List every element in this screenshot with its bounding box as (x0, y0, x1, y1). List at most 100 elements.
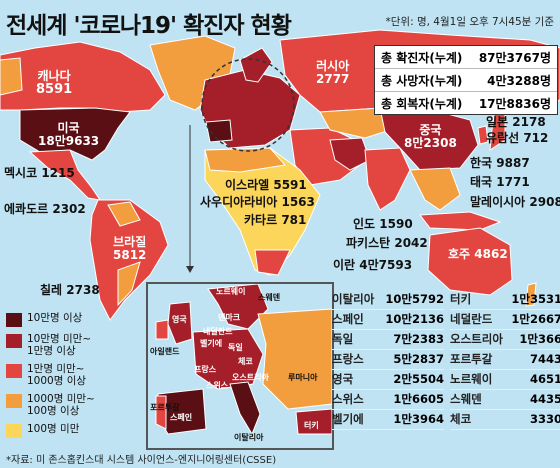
country-value: 8591 (36, 82, 73, 97)
europe-pointer-arrow (186, 266, 194, 273)
inset-label: 영국 (172, 315, 187, 324)
table-value: 1만6605 (393, 392, 444, 406)
legend-swatch (6, 394, 22, 408)
legend-label: 10만명 미만~ 1만명 이상 (27, 333, 92, 357)
europe-inset-svg (155, 284, 332, 436)
canada-shape (0, 41, 166, 113)
inset-label: 루마니아 (288, 373, 318, 382)
country-name: 말레이시아 (470, 195, 526, 209)
legend-swatch (6, 364, 22, 378)
label-pakistan: 파키스탄 2042 (346, 237, 428, 250)
country-value: 2738 (66, 283, 100, 297)
label-israel: 이스라엘 5591 (225, 179, 307, 192)
table-country: 포르투갈 (450, 352, 493, 366)
table-row: 스페인 10만2136 (332, 310, 444, 330)
legend-item: 1만명 미만~ 1000명 이상 (6, 363, 141, 387)
country-value: 4862 (474, 247, 508, 261)
table-row: 독일 7만2383 (332, 330, 444, 350)
inset-label: 독일 (228, 343, 243, 352)
iran-shape (329, 137, 371, 171)
country-name: 에콰도르 (4, 202, 49, 216)
country-value: 2178 (512, 115, 546, 129)
table-row: 포르투갈 7443 (450, 350, 560, 370)
inset-label: 오스트리아 (232, 373, 269, 382)
legend-label: 1만명 미만~ 1000명 이상 (27, 363, 87, 387)
table-col-right: 터키 1만3531 네덜란드 1만2667 오스트리아 1만366 포르투갈 7443 … (450, 290, 560, 430)
table-row: 영국 2만5504 (332, 370, 444, 390)
label-brazil: 브라질 5812 (113, 236, 146, 262)
table-row: 오스트리아 1만366 (450, 330, 560, 350)
label-ecuador: 에콰도르 2302 (4, 203, 86, 216)
table-country: 이탈리아 (332, 292, 375, 306)
inset-label: 스페인 (170, 413, 193, 422)
country-value: 2777 (316, 72, 350, 86)
australia-shape (427, 227, 513, 296)
label-usa: 미국 18만9633 (38, 122, 99, 148)
label-chile: 칠레 2738 (40, 284, 100, 297)
label-russia: 러시아 2777 (316, 60, 349, 86)
country-value: 5812 (113, 248, 147, 262)
table-row: 스웨덴 4435 (450, 390, 560, 410)
country-name: 인도 (353, 217, 376, 231)
label-canada: 캐나다 8591 (36, 70, 73, 97)
country-value: 781 (281, 213, 307, 227)
legend-swatch (6, 424, 22, 438)
legend-label: 1000명 미만~ 100명 이상 (27, 393, 95, 417)
country-name: 한국 (470, 156, 493, 170)
south-america-s (117, 261, 141, 307)
totals-confirmed-row: 총 확진자(누계) 87만3767명 (375, 46, 557, 69)
country-name: 러시아 (316, 59, 350, 73)
label-qatar: 카타르 781 (244, 214, 306, 227)
table-country: 오스트리아 (450, 332, 503, 346)
totals-deaths-row: 총 사망자(누계) 4만3288명 (375, 69, 557, 92)
table-value: 10만5792 (385, 292, 444, 306)
south-america (89, 199, 169, 321)
country-name: 사우디아라비아 (200, 195, 278, 209)
country-value: 2302 (52, 202, 86, 216)
inset-label: 덴마크 (218, 313, 241, 322)
indonesia (419, 211, 502, 231)
page-title: 전세계 '코로나19' 확진자 현황 (6, 13, 292, 39)
inset-italy (229, 381, 261, 436)
table-row: 체코 3330 (450, 410, 560, 430)
inset-label: 프랑스 (194, 365, 217, 374)
table-row: 이탈리아 10만5792 (332, 290, 444, 310)
label-australia: 호주 4862 (448, 248, 508, 261)
country-name: 호주 (448, 247, 471, 261)
country-value: 8만2308 (404, 136, 457, 150)
totals-recovered-row: 총 회복자(누계) 17만8836명 (375, 92, 557, 114)
inset-portugal (155, 395, 167, 430)
table-country: 네덜란드 (450, 312, 493, 326)
table-country: 스위스 (332, 392, 364, 406)
label-saudi: 사우디아라비아 1563 (200, 196, 315, 209)
table-value: 3330 (529, 412, 560, 426)
table-country: 벨기에 (332, 412, 364, 426)
table-row: 스위스 1만6605 (332, 390, 444, 410)
inset-label: 노르웨이 (216, 287, 246, 296)
totals-label: 총 회복자(누계) (381, 97, 463, 111)
country-value: 1590 (379, 217, 413, 231)
table-country: 체코 (450, 412, 472, 426)
inset-label: 체코 (238, 357, 253, 366)
country-value: 18만9633 (38, 134, 100, 148)
label-china: 중국 8만2308 (404, 124, 457, 150)
table-value: 2만5504 (393, 372, 444, 386)
table-country: 독일 (332, 332, 354, 346)
label-malaysia: 말레이시아 2908 (470, 196, 560, 209)
totals-label: 총 확진자(누계) (381, 51, 463, 65)
inset-central (192, 328, 264, 390)
inset-label: 네덜란드 (203, 327, 233, 336)
iberia (205, 119, 233, 143)
label-iran: 이란 4만7593 (333, 259, 412, 272)
country-name: 유람선 (486, 131, 520, 145)
inset-label: 이탈리아 (234, 433, 264, 442)
table-row: 벨기에 1만3964 (332, 410, 444, 430)
table-row: 프랑스 5만2837 (332, 350, 444, 370)
totals-value: 87만3767명 (478, 51, 551, 65)
country-name: 파키스탄 (346, 236, 391, 250)
inset-label: 스위스 (206, 381, 229, 390)
source-note: *자료: 미 존스홉킨스대 시스템 사이언스-엔지니어링센터(CSSE) (6, 455, 277, 466)
table-value: 7만2383 (393, 332, 444, 346)
inset-turkey (295, 408, 332, 435)
unit-note: *단위: 명, 4월1일 오후 7시45분 기준 (385, 16, 554, 28)
